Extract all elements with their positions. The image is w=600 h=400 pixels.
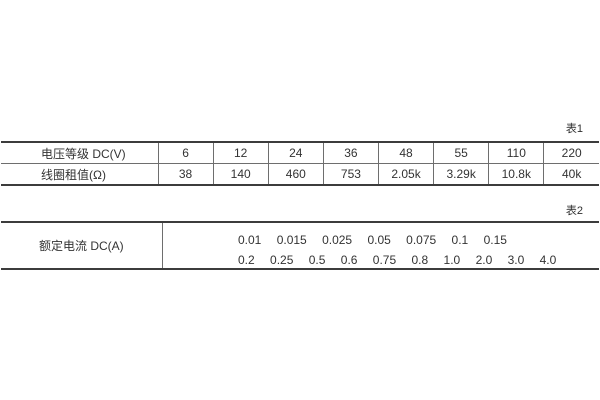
current-value: 4.0	[539, 253, 557, 267]
table-row-resistance: 线圈租值(Ω) 38 140 460 753 2.05k 3.29k 10.8k…	[1, 163, 599, 185]
current-value: 0.5	[308, 253, 326, 267]
table-cell: 2.05k	[377, 163, 434, 185]
current-value: 0.01	[238, 233, 262, 247]
table-cell: 55	[433, 142, 489, 164]
current-value: 1.0	[443, 253, 461, 267]
table-cell: 220	[543, 142, 599, 164]
table-cell: 110	[488, 142, 544, 164]
current-value: 0.15	[483, 233, 507, 247]
table-cell: 40k	[543, 163, 599, 185]
current-value: 0.6	[340, 253, 358, 267]
table-row-voltage: 电压等级 DC(V) 6 12 24 36 48 55 110 220	[1, 142, 599, 164]
table-cell: 140	[212, 163, 269, 185]
table-cell: 460	[267, 163, 324, 185]
current-value: 0.1	[451, 233, 469, 247]
current-value: 0.25	[270, 253, 294, 267]
current-value: 0.075	[406, 233, 437, 247]
table-cell: 36	[322, 142, 379, 164]
table1-caption: 表1	[565, 123, 583, 135]
rated-current-label: 额定电流 DC(A)	[39, 239, 124, 253]
rated-current-line1: 0.01 0.015 0.025 0.05 0.075 0.1 0.15	[238, 230, 599, 250]
current-value: 0.8	[411, 253, 429, 267]
rated-current-table: 额定电流 DC(A) 0.01 0.015 0.025 0.05 0.075 0…	[1, 221, 599, 270]
table-cell: 6	[157, 142, 214, 164]
table2-caption: 表2	[565, 205, 583, 217]
current-value: 2.0	[475, 253, 493, 267]
current-value: 0.75	[372, 253, 397, 267]
current-value: 0.05	[367, 233, 391, 247]
table-cell: 48	[377, 142, 434, 164]
table-cell: 38	[157, 163, 214, 185]
row-label-rated-current: 额定电流 DC(A)	[1, 223, 163, 268]
table-cell: 24	[267, 142, 324, 164]
current-value: 0.015	[276, 233, 307, 247]
row-label-resistance: 线圈租值(Ω)	[41, 167, 106, 182]
current-value: 3.0	[507, 253, 525, 267]
current-value: 0.025	[322, 233, 353, 247]
row-label-voltage: 电压等级 DC(V)	[1, 142, 158, 164]
table-cell: 10.8k	[488, 163, 544, 185]
table-cell: 3.29k	[433, 163, 489, 185]
table-cell: 753	[322, 163, 379, 185]
rated-current-values: 0.01 0.015 0.025 0.05 0.075 0.1 0.15 0.2…	[163, 223, 599, 268]
table-cell: 12	[212, 142, 269, 164]
voltage-resistance-table: 电压等级 DC(V) 6 12 24 36 48 55 110 220 线圈租值…	[1, 141, 599, 186]
rated-current-line2: 0.2 0.25 0.5 0.6 0.75 0.8 1.0 2.0 3.0 4.…	[238, 250, 599, 270]
current-value: 0.2	[238, 253, 255, 267]
